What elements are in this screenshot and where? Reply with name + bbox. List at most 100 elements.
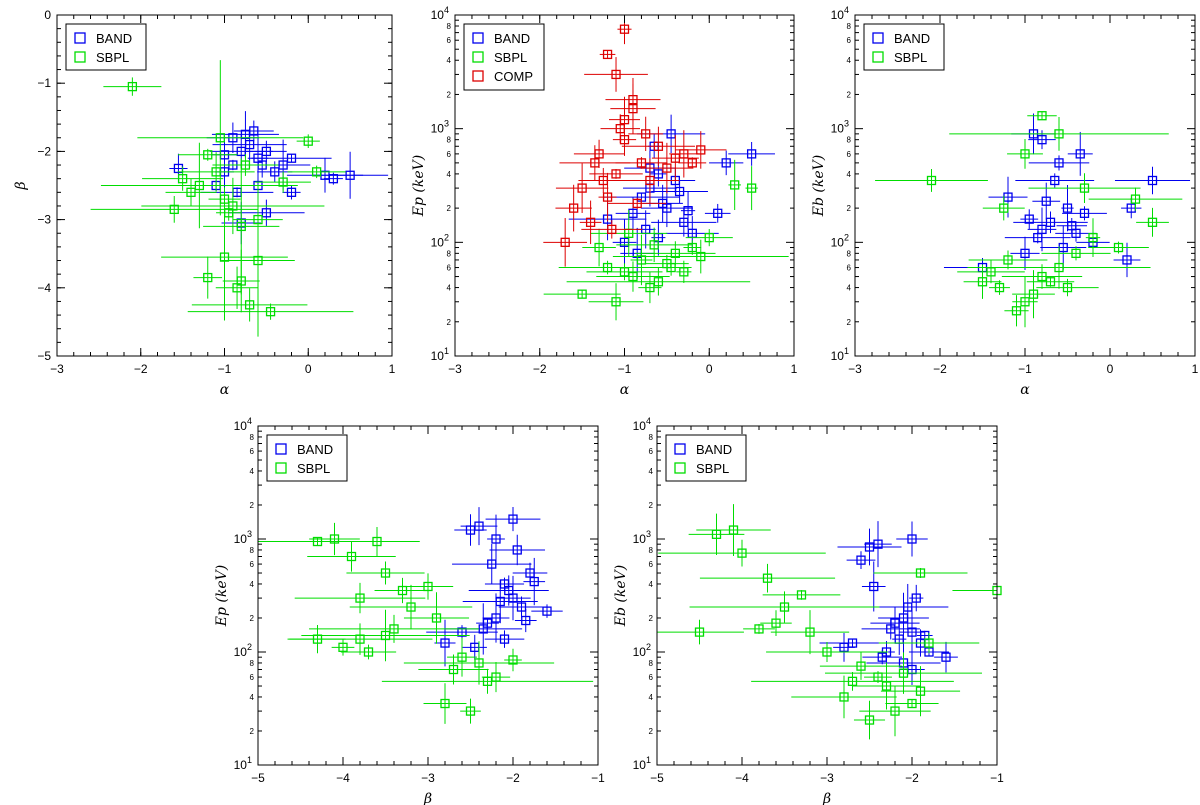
data-point-comp [640, 142, 694, 194]
marker [1054, 158, 1064, 168]
data-point-comp [584, 57, 648, 92]
marker [915, 686, 926, 696]
y-minor-tick-label: 6 [847, 264, 852, 273]
panel-alpha-beta: −3 −2 −1 0 1 −5 −4 −3 −2 −1 0 α β BAND SBPL [13, 8, 396, 398]
marker [704, 232, 714, 243]
marker [779, 602, 790, 612]
data-point-sbpl [203, 158, 280, 295]
marker [270, 167, 280, 177]
marker [380, 568, 391, 578]
marker [508, 655, 518, 665]
data-point-sbpl [381, 668, 594, 694]
y-tick-label: 102 [831, 232, 849, 249]
data-point-sbpl [287, 165, 346, 179]
y-tick-label: 104 [234, 416, 252, 433]
y-tick-label: 103 [234, 529, 252, 546]
data-point-sbpl [878, 633, 980, 654]
data-point-sbpl [825, 652, 982, 694]
data-point-band [454, 514, 487, 546]
marker [249, 126, 259, 136]
marker [219, 194, 230, 204]
y-tick-label: −2 [37, 144, 51, 158]
marker [1050, 175, 1060, 186]
legend-label-sbpl: SBPL [96, 50, 129, 65]
data-point-band [867, 583, 949, 631]
data-point-sbpl [221, 184, 295, 337]
data-point-sbpl [331, 638, 355, 656]
marker [653, 141, 664, 151]
legend-label-sbpl: SBPL [894, 50, 927, 65]
y-minor-tick-label: 6 [447, 264, 452, 273]
marker [999, 203, 1009, 213]
y-minor-tick-label: 2 [649, 614, 654, 623]
marker [1075, 149, 1085, 159]
data-point-comp [599, 49, 616, 60]
marker [728, 525, 739, 535]
data-point-sbpl [1001, 264, 1083, 289]
marker [746, 183, 757, 193]
marker [737, 548, 747, 558]
data-point-comp [678, 157, 707, 169]
marker [687, 242, 697, 253]
marker [244, 300, 255, 310]
marker [746, 149, 757, 159]
data-point-sbpl [1028, 173, 1141, 204]
x-tick-label: −3 [820, 771, 834, 785]
marker [169, 204, 179, 215]
data-point-sbpl [885, 698, 939, 709]
data-point-band [709, 150, 744, 176]
marker [1003, 255, 1013, 265]
y-axis-label: Eb (keV) [613, 565, 629, 627]
y-minor-tick-label: 6 [447, 150, 452, 159]
y-minor-tick-label: 8 [847, 249, 852, 258]
data-point-sbpl [586, 263, 663, 281]
marker [1067, 221, 1077, 231]
marker [607, 224, 617, 235]
marker [674, 186, 685, 197]
marker [1033, 232, 1043, 243]
legend-marker-band [872, 32, 884, 44]
marker [839, 642, 849, 652]
data-point-sbpl [301, 609, 470, 662]
data-point-sbpl [859, 685, 931, 737]
data-point-band [1032, 182, 1061, 220]
data-point-sbpl [103, 77, 162, 96]
marker [423, 581, 433, 592]
y-minor-tick-label: 2 [649, 501, 654, 510]
marker [577, 183, 587, 193]
data-point-band [531, 604, 563, 618]
legend-marker-sbpl [872, 51, 884, 63]
x-tick-label: −3 [50, 362, 64, 376]
data-point-band [896, 521, 928, 557]
legend-label-band: BAND [494, 31, 530, 46]
data-point-sbpl [875, 169, 988, 192]
data-point-comp [589, 168, 643, 179]
data-point-band [846, 551, 876, 569]
marker [694, 627, 705, 637]
y-tick-label: 102 [234, 642, 252, 659]
marker [338, 642, 348, 652]
legend-box [463, 23, 545, 91]
marker [1037, 271, 1047, 282]
y-tick-label: 104 [633, 416, 651, 433]
data-point-sbpl [165, 178, 217, 206]
data-point-band [487, 514, 505, 564]
legend-label-sbpl: SBPL [696, 461, 729, 476]
marker [911, 593, 921, 603]
data-point-sbpl [952, 585, 1002, 596]
data-point-sbpl [1027, 111, 1057, 121]
marker [440, 638, 450, 648]
y-tick-label: −5 [37, 349, 51, 363]
y-minor-tick-label: 8 [447, 136, 452, 145]
x-tick-label: 0 [706, 362, 713, 376]
marker [847, 676, 858, 686]
marker [457, 627, 467, 637]
x-tick-label: −1 [990, 771, 1004, 785]
data-point-comp [555, 163, 609, 213]
data-point-band [1028, 155, 1090, 171]
y-tick-label: 104 [431, 5, 449, 22]
marker [864, 542, 875, 552]
marker [1147, 217, 1158, 227]
marker [594, 242, 604, 253]
marker [636, 158, 647, 168]
